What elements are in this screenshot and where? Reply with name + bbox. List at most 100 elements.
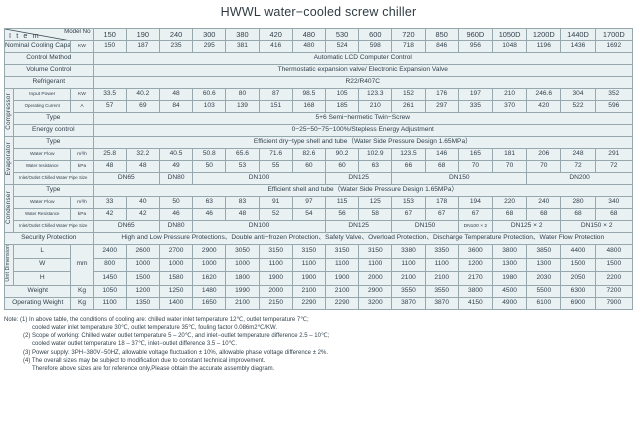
cell: 3800 — [457, 284, 493, 298]
cell: 1100 — [291, 257, 326, 272]
pipe-size-cell: DN100 — [192, 172, 326, 185]
cell: 1100 — [424, 257, 459, 272]
cell: 178 — [424, 196, 459, 209]
row-operating-weight: Operating Weight Kg 1100 1350 1400 1650 … — [3, 296, 634, 310]
evaporator-type-value: Efficient dry−type shell and tube（Water … — [92, 136, 634, 149]
model-header: 530 — [324, 28, 360, 41]
model-header: 1200D — [526, 28, 562, 41]
cell: 105 — [324, 88, 360, 101]
cell: 2100 — [391, 271, 426, 286]
cell: 87 — [258, 88, 293, 101]
row-condenser-water-flow: Water Flow m³/h 33 40 50 63 83 91 97 115… — [5, 196, 634, 209]
group-evaporator: Evaporator — [3, 136, 15, 185]
cell: 1350 — [125, 296, 160, 310]
cell: 57 — [92, 100, 127, 113]
cell: 416 — [258, 40, 293, 53]
cell: 1050 — [92, 284, 127, 298]
cell: 153 — [391, 196, 426, 209]
energy-control-value: 0−25−50−75−100%/Stepless Energy Adjustme… — [92, 124, 634, 137]
control-method-value: Automatic LCD Computer Control — [92, 52, 634, 65]
cell: 68 — [491, 208, 528, 221]
condenser-water-flow-unit: m³/h — [70, 196, 94, 209]
cell: 261 — [391, 100, 426, 113]
operating-current-label: Operating Current — [13, 100, 72, 113]
cell: 194 — [457, 196, 493, 209]
cell: 55 — [258, 160, 293, 173]
cell: 1500 — [594, 257, 634, 272]
cell: 53 — [225, 160, 260, 173]
cell: 524 — [324, 40, 360, 53]
cell: 46 — [192, 208, 227, 221]
cell: 1000 — [125, 257, 160, 272]
row-control-method: Control Method Automatic LCD Computer Co… — [4, 52, 634, 65]
cell: 67 — [424, 208, 459, 221]
cell: 68 — [594, 208, 634, 221]
page-title: HWWL water−cooled screw chiller — [220, 5, 417, 19]
cell: 304 — [560, 88, 596, 101]
model-header: 850 — [424, 28, 459, 41]
cell: 1000 — [225, 257, 260, 272]
cell: 598 — [358, 40, 393, 53]
cell: 123.5 — [391, 148, 426, 161]
cell: 151 — [258, 100, 293, 113]
model-header: 300 — [192, 28, 227, 41]
cell: 58 — [358, 208, 393, 221]
cell: 1500 — [125, 271, 160, 286]
cell: 48 — [225, 208, 260, 221]
cell: 420 — [526, 100, 562, 113]
cell: 56 — [324, 208, 360, 221]
model-header: 150 — [92, 28, 127, 41]
cell: 1900 — [324, 271, 360, 286]
cell: 33 — [92, 196, 127, 209]
row-operating-current: Operating Current A 57 69 84 103 139 151… — [5, 100, 634, 113]
cell: 3600 — [457, 244, 493, 259]
cell: 280 — [560, 196, 596, 209]
row-volume-control: Volume Control Thermostatic expansion va… — [4, 64, 634, 77]
cell: 1000 — [158, 257, 194, 272]
cell: 2100 — [225, 296, 260, 310]
cell: 3150 — [291, 244, 326, 259]
cell: 235 — [158, 40, 194, 53]
cell: 240 — [526, 196, 562, 209]
evaporator-water-resistance-label: Water resistance — [13, 160, 72, 173]
model-header: 480 — [291, 28, 326, 41]
pipe-size-cell: DN65 — [92, 220, 160, 233]
cell: 1990 — [225, 284, 260, 298]
cell: 168 — [291, 100, 326, 113]
pipe-size-cell: DN150 — [391, 172, 528, 185]
cell: 2100 — [324, 284, 360, 298]
cell: 2400 — [92, 244, 127, 259]
pipe-size-cell: DN80 — [158, 172, 194, 185]
cell: 102.9 — [358, 148, 393, 161]
cell: 176 — [424, 88, 459, 101]
cell: 3870 — [391, 296, 426, 310]
cell: 4400 — [560, 244, 596, 259]
cell: 70 — [457, 160, 493, 173]
corner-model-label: Model No — [64, 28, 91, 35]
cell: 1196 — [526, 40, 562, 53]
dimension-w-label: W — [13, 257, 72, 272]
cell: 3150 — [324, 244, 360, 259]
pipe-size-cell: DN200 — [526, 172, 633, 185]
cell: 3800 — [491, 244, 528, 259]
cell: 197 — [457, 88, 493, 101]
model-header: 1440D — [560, 28, 596, 41]
cell: 340 — [594, 196, 634, 209]
cell: 370 — [491, 100, 528, 113]
cell: 2700 — [158, 244, 194, 259]
cell: 115 — [324, 196, 360, 209]
row-evaporator-water-flow: Water Flow m³/h 25.8 32.2 40.5 50.8 65.6… — [5, 148, 634, 161]
evaporator-water-resistance-unit: kPa — [70, 160, 94, 173]
cell: 2170 — [457, 271, 493, 286]
refrigerant-label: Refrigerant — [4, 76, 94, 89]
condenser-water-flow-label: Water Flow — [13, 196, 72, 209]
cell: 2050 — [560, 271, 596, 286]
row-evaporator-type: Evaporator Type Efficient dry−type shell… — [3, 136, 634, 185]
row-evaporator-pipe-size: Inlet/Outlet Chilled Water Pipe Size DN6… — [5, 172, 633, 185]
cell: 4900 — [491, 296, 528, 310]
cell: 50 — [158, 196, 194, 209]
cell: 210 — [358, 100, 393, 113]
cell: 3550 — [391, 284, 426, 298]
cell: 5500 — [526, 284, 562, 298]
row-weight: Weight Kg 1050 1200 1250 1480 1990 2000 … — [3, 284, 634, 298]
